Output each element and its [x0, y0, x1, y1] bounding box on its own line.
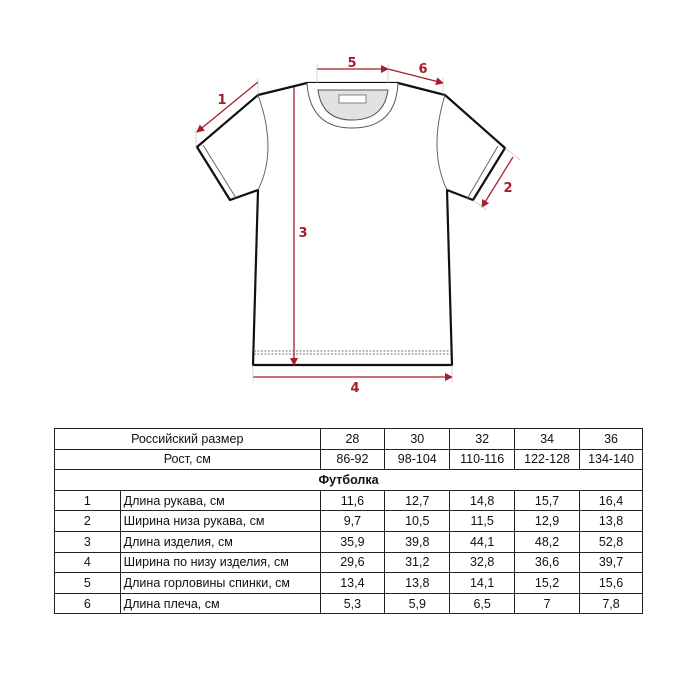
measure-3-label: 3 — [298, 226, 307, 241]
row-number: 3 — [54, 530, 121, 553]
measurement-name: Ширина по низу изделия, см — [119, 551, 321, 574]
value-cell: 48,2 — [514, 530, 581, 553]
measurement-name: Длина горловины спинки, см — [119, 572, 321, 594]
value-cell: 9,7 — [319, 510, 386, 532]
value-cell: 39,7 — [579, 551, 643, 574]
row-number: 6 — [54, 592, 121, 615]
measurement-name: Длина рукава, см — [119, 489, 321, 512]
value-cell: 5,9 — [384, 592, 451, 615]
value-cell: 13,4 — [319, 572, 386, 594]
size-header-label: Российский размер — [54, 428, 321, 450]
value-cell: 32,8 — [449, 551, 516, 574]
value-cell: 36,6 — [514, 551, 581, 574]
section-title: Футболка — [54, 469, 643, 491]
row-number: 1 — [54, 489, 121, 512]
value-cell: 11,5 — [449, 510, 516, 532]
measure-5-label: 5 — [347, 56, 356, 71]
row-number: 4 — [54, 551, 121, 574]
height-cell: 110-116 — [449, 448, 516, 471]
measure-2-label: 2 — [503, 181, 512, 196]
size-cell: 30 — [384, 428, 451, 450]
size-cell: 34 — [514, 428, 581, 450]
table-row: 6 Длина плеча, см 5,3 5,9 6,5 7 7,8 — [54, 592, 643, 615]
value-cell: 12,9 — [514, 510, 581, 532]
value-cell: 13,8 — [384, 572, 451, 594]
value-cell: 35,9 — [319, 530, 386, 553]
size-table: Российский размер 28 30 32 34 36 Рост, с… — [54, 428, 643, 615]
tshirt-diagram: 1 2 3 4 5 6 — [195, 56, 521, 396]
tshirt-outline — [195, 81, 507, 367]
row-number: 2 — [54, 510, 121, 532]
value-cell: 10,5 — [384, 510, 451, 532]
size-cell: 32 — [449, 428, 516, 450]
height-header-row: Рост, см 86-92 98-104 110-116 122-128 13… — [54, 448, 643, 471]
height-cell: 134-140 — [579, 448, 643, 471]
size-header-row: Российский размер 28 30 32 34 36 — [54, 428, 643, 450]
value-cell: 52,8 — [579, 530, 643, 553]
value-cell: 15,6 — [579, 572, 643, 594]
measure-4-label: 4 — [350, 381, 359, 396]
row-number: 5 — [54, 572, 121, 594]
value-cell: 15,2 — [514, 572, 581, 594]
table-row: 1 Длина рукава, см 11,6 12,7 14,8 15,7 16,4 — [54, 489, 643, 512]
value-cell: 39,8 — [384, 530, 451, 553]
measure-2-arrow — [481, 156, 514, 208]
size-cell: 36 — [579, 428, 643, 450]
value-cell: 12,7 — [384, 489, 451, 512]
measure-1-label: 1 — [217, 93, 226, 108]
value-cell: 7 — [514, 592, 581, 615]
measure-6-arrow — [387, 68, 444, 86]
value-cell: 29,6 — [319, 551, 386, 574]
measurement-name: Длина плеча, см — [119, 592, 321, 615]
height-header-label: Рост, см — [54, 448, 321, 471]
value-cell: 13,8 — [579, 510, 643, 532]
value-cell: 6,5 — [449, 592, 516, 615]
measurement-arrows — [196, 65, 514, 381]
value-cell: 14,1 — [449, 572, 516, 594]
value-cell: 31,2 — [384, 551, 451, 574]
height-cell: 98-104 — [384, 448, 451, 471]
measurement-name: Ширина низа рукава, см — [119, 510, 321, 532]
value-cell: 5,3 — [319, 592, 386, 615]
table-row: 3 Длина изделия, см 35,9 39,8 44,1 48,2 52,8 — [54, 530, 643, 553]
value-cell: 7,8 — [579, 592, 643, 615]
section-row: Футболка — [54, 469, 643, 491]
table-row: 4 Ширина по низу изделия, см 29,6 31,2 32,8 3… — [54, 551, 643, 574]
table-row: 2 Ширина низа рукава, см 9,7 10,5 11,5 12,9 13… — [54, 510, 643, 532]
measure-6-label: 6 — [418, 62, 427, 77]
measure-1-arrow — [196, 81, 259, 133]
value-cell: 11,6 — [319, 489, 386, 512]
size-cell: 28 — [319, 428, 386, 450]
value-cell: 44,1 — [449, 530, 516, 553]
table-row: 5 Длина горловины спинки, см 13,4 13,8 14,1 1… — [54, 572, 643, 594]
measurement-name: Длина изделия, см — [119, 530, 321, 553]
value-cell: 16,4 — [579, 489, 643, 512]
value-cell: 14,8 — [449, 489, 516, 512]
height-cell: 122-128 — [514, 448, 581, 471]
value-cell: 15,7 — [514, 489, 581, 512]
height-cell: 86-92 — [319, 448, 386, 471]
neck-label-tag — [338, 94, 367, 104]
